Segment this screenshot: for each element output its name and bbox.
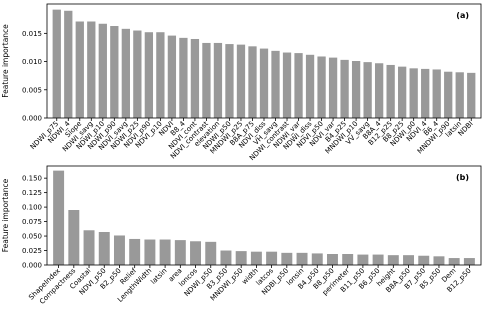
y-tick-label: 0.010 <box>22 58 42 66</box>
bar <box>220 250 232 265</box>
bar <box>235 251 247 265</box>
y-tick-label: 0.100 <box>22 204 42 212</box>
plot-frame <box>46 3 482 119</box>
bar <box>326 254 338 265</box>
bar <box>129 238 141 265</box>
bar <box>110 26 119 118</box>
y-tick-label: 0.075 <box>22 218 42 226</box>
bar <box>225 44 234 118</box>
bar <box>467 72 476 118</box>
bar <box>328 57 338 118</box>
bar <box>418 255 430 265</box>
y-tick-label: 0.000 <box>22 115 42 123</box>
bar <box>282 52 292 118</box>
bar <box>167 35 177 119</box>
bar <box>250 251 262 265</box>
bar <box>248 46 257 118</box>
bar <box>455 72 464 118</box>
y-axis-label: Feature importance <box>1 178 10 252</box>
bar <box>387 255 399 265</box>
bar <box>372 254 384 265</box>
y-tick-label: 0.000 <box>22 262 42 270</box>
bar <box>463 258 475 265</box>
y-tick-label: 0.150 <box>22 175 42 183</box>
bar <box>374 63 384 118</box>
bar <box>75 21 84 119</box>
bar <box>98 23 107 119</box>
x-tick-label: latsin <box>149 267 168 286</box>
y-tick-label: 0.025 <box>22 247 42 255</box>
bar <box>259 48 269 118</box>
bar <box>271 50 280 118</box>
bar <box>156 32 165 119</box>
bar <box>179 37 188 118</box>
bar <box>236 44 246 118</box>
y-tick-label: 0.050 <box>22 233 42 241</box>
bar <box>83 230 95 265</box>
bar <box>386 64 395 118</box>
annotation: (b) <box>456 173 469 182</box>
bar <box>87 21 96 119</box>
bar <box>421 68 430 118</box>
bar <box>351 61 361 118</box>
bar <box>144 239 156 265</box>
y-tick-label: 0.005 <box>22 86 42 94</box>
bar <box>444 71 453 118</box>
bar <box>317 56 326 118</box>
y-axis-label: Feature importance <box>1 24 10 98</box>
bar <box>342 254 354 265</box>
bar <box>294 53 303 118</box>
bar <box>52 9 61 119</box>
bar <box>133 30 142 119</box>
bar <box>311 253 323 265</box>
bar <box>53 170 65 265</box>
y-tick-label: 0.015 <box>22 30 42 38</box>
bar <box>202 42 211 118</box>
plot-frame <box>46 165 482 266</box>
bar <box>340 59 349 118</box>
bar <box>64 10 73 118</box>
bar <box>174 240 186 265</box>
bar <box>68 210 80 265</box>
bar <box>281 252 293 265</box>
bar <box>213 42 223 118</box>
bar <box>98 232 110 265</box>
bar <box>159 239 171 265</box>
bar <box>398 66 407 118</box>
bar <box>433 256 445 265</box>
bar <box>144 32 154 119</box>
bar <box>409 68 418 118</box>
bar <box>403 255 415 265</box>
bar <box>190 38 200 119</box>
bar <box>190 241 202 265</box>
bar <box>296 252 308 265</box>
bar <box>432 69 441 118</box>
bar <box>113 235 125 265</box>
bar <box>266 251 278 265</box>
annotation: (a) <box>456 11 469 20</box>
bar <box>305 54 315 118</box>
bar <box>357 254 369 265</box>
y-tick-label: 0.125 <box>22 189 42 197</box>
bar <box>448 258 460 265</box>
bar <box>121 28 130 119</box>
bar <box>205 241 217 265</box>
bar <box>363 62 372 118</box>
